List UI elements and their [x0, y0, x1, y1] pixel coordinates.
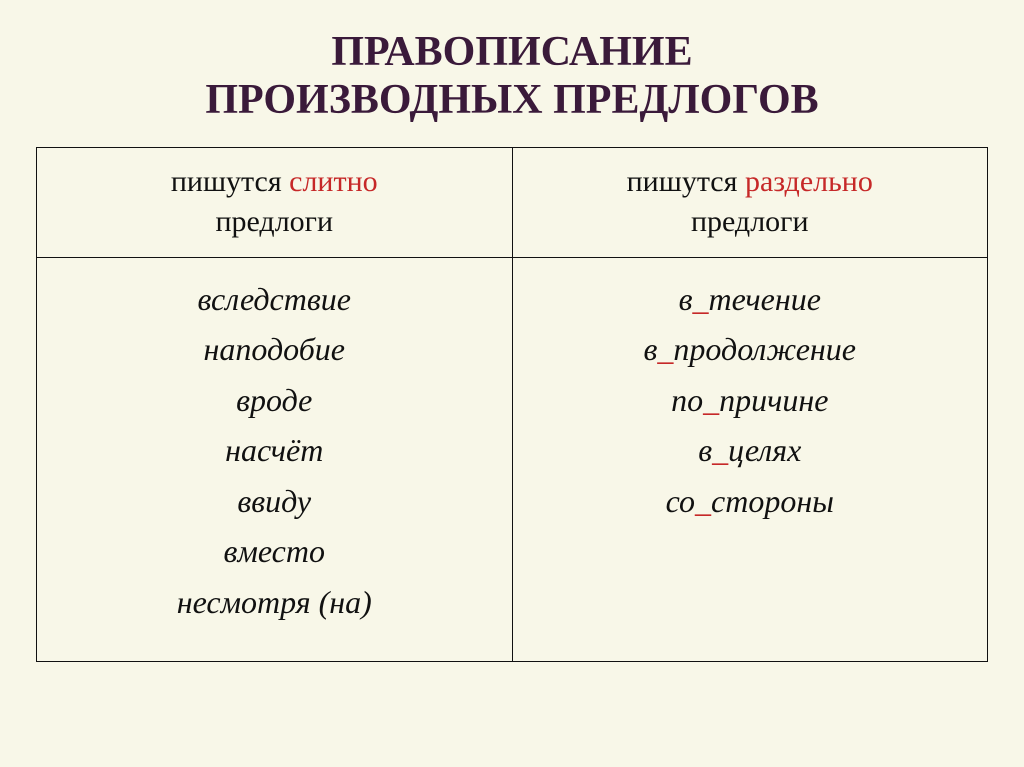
separator-underscore: _ [657, 331, 673, 367]
list-item: вследствие [49, 274, 500, 325]
title-line-1: ПРАВОПИСАНИЕ [331, 29, 692, 75]
separator-underscore: _ [695, 483, 711, 519]
word-part: со [666, 483, 695, 519]
separator-underscore: _ [703, 382, 719, 418]
header-right-line2: предлоги [525, 202, 976, 243]
word-part: в [698, 432, 712, 468]
header-left-prefix: пишутся [171, 165, 289, 198]
word-part: течение [708, 281, 820, 317]
header-right-keyword: раздельно [745, 165, 873, 198]
list-item: ввиду [49, 476, 500, 527]
list-item: вместо [49, 526, 500, 577]
word-part: по [671, 382, 703, 418]
word-part: в [644, 331, 658, 367]
list-item: со_стороны [525, 476, 976, 527]
table-header-row: пишутся слитно предлоги пишутся раздельн… [37, 147, 988, 257]
list-item: несмотря (на) [49, 577, 500, 628]
header-left-line: пишутся слитно [49, 162, 500, 203]
list-item: по_причине [525, 375, 976, 426]
slide-title: ПРАВОПИСАНИЕ ПРОИЗВОДНЫХ ПРЕДЛОГОВ [36, 28, 988, 125]
header-right-prefix: пишутся [627, 165, 745, 198]
list-item: в_течение [525, 274, 976, 325]
list-item: в_продолжение [525, 324, 976, 375]
header-right: пишутся раздельно предлоги [512, 147, 988, 257]
title-line-2: ПРОИЗВОДНЫХ ПРЕДЛОГОВ [205, 77, 818, 123]
word-part: причине [719, 382, 828, 418]
word-part: продолжение [673, 331, 856, 367]
word-part: целях [728, 432, 801, 468]
word-part: стороны [711, 483, 834, 519]
left-column: вследствиенаподобиевроденасчётввидувмест… [37, 257, 513, 662]
table-body-row: вследствиенаподобиевроденасчётввидувмест… [37, 257, 988, 662]
list-item: вроде [49, 375, 500, 426]
separator-underscore: _ [712, 432, 728, 468]
list-item: наподобие [49, 324, 500, 375]
list-item: насчёт [49, 425, 500, 476]
word-part: в [679, 281, 693, 317]
separator-underscore: _ [692, 281, 708, 317]
header-left: пишутся слитно предлоги [37, 147, 513, 257]
header-right-line: пишутся раздельно [525, 162, 976, 203]
header-left-keyword: слитно [289, 165, 378, 198]
right-column: в_течениев_продолжениепо_причинев_целяхс… [512, 257, 988, 662]
header-left-line2: предлоги [49, 202, 500, 243]
list-item: в_целях [525, 425, 976, 476]
rules-table: пишутся слитно предлоги пишутся раздельн… [36, 147, 988, 663]
